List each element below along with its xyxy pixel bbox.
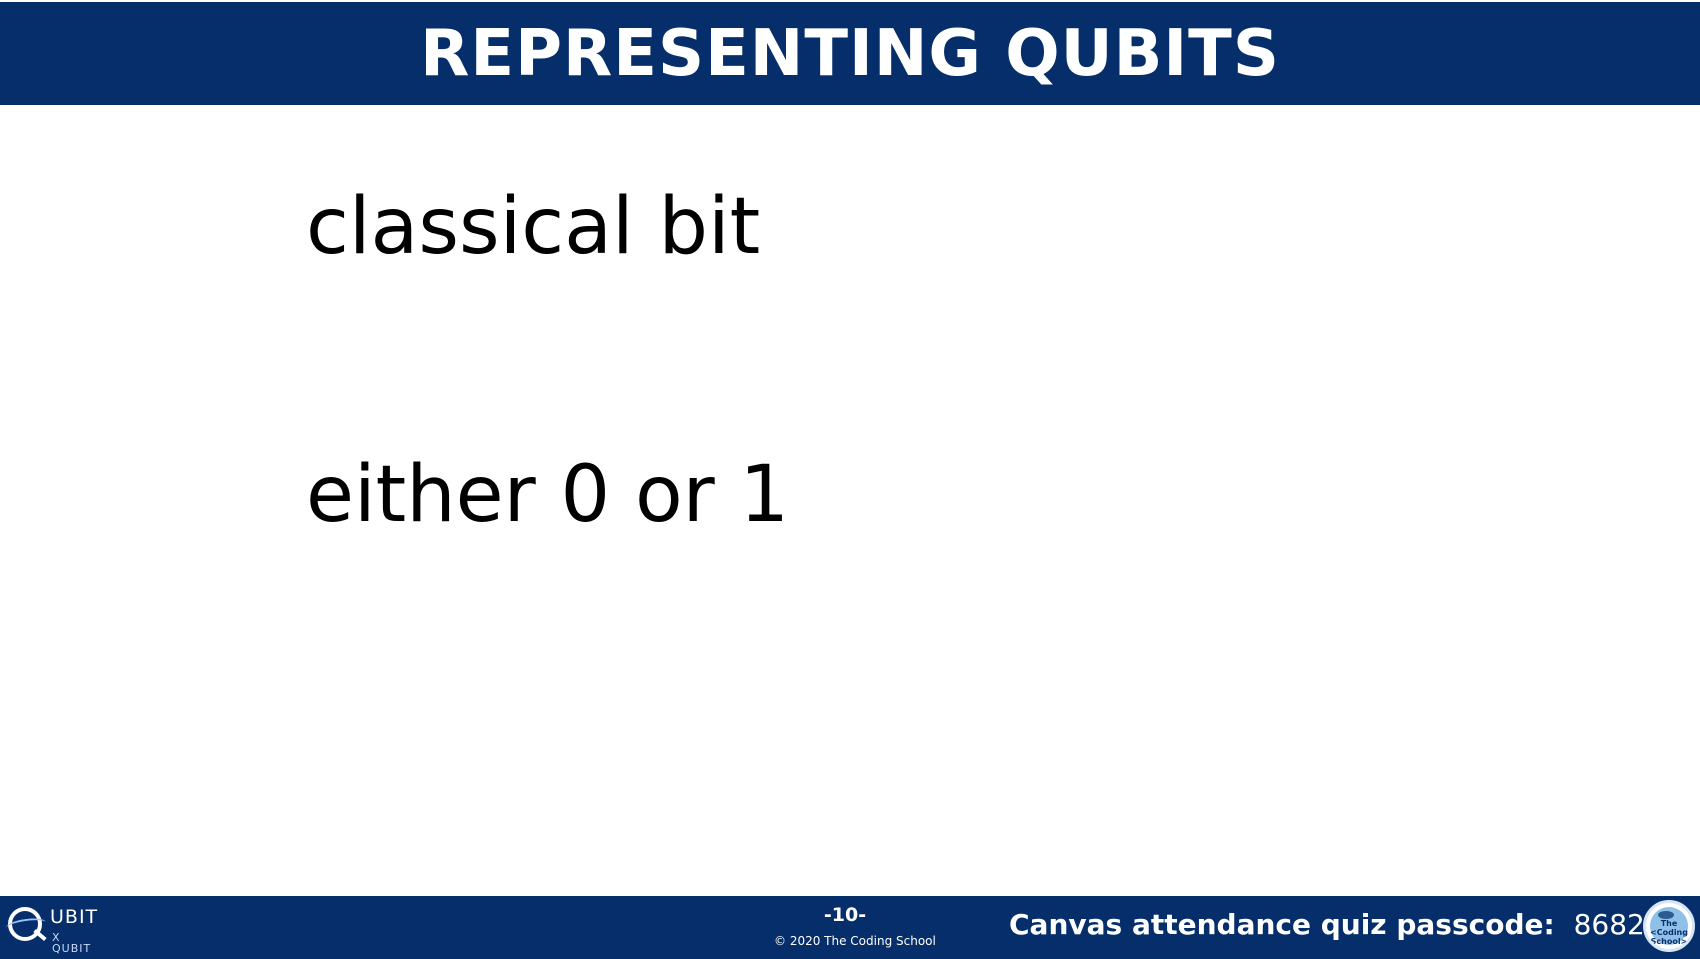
footer-bar: UBIT X QUBIT -10- © 2020 The Coding Scho… [0,896,1700,959]
qubit-by-qubit-logo-icon: UBIT X QUBIT [5,905,102,955]
logo-text-bottom: X QUBIT [52,931,92,955]
slide-title: REPRESENTING QUBITS [420,16,1280,91]
passcode-value: 8682 [1573,908,1645,941]
coding-school-logo-text: The <Coding School> [1650,919,1688,946]
logo-text-top: UBIT [50,906,99,928]
page-number: -10- [823,904,867,926]
attendance-passcode: Canvas attendance quiz passcode: 8682 [1009,911,1645,939]
passcode-label: Canvas attendance quiz passcode: [1009,908,1555,941]
copyright-notice: © 2020 The Coding School [774,934,936,948]
body-line-classical-bit: classical bit [306,182,761,272]
body-line-either-0-or-1: either 0 or 1 [306,450,790,540]
title-bar: REPRESENTING QUBITS [0,2,1700,105]
the-coding-school-logo-icon: The <Coding School> [1643,900,1695,952]
